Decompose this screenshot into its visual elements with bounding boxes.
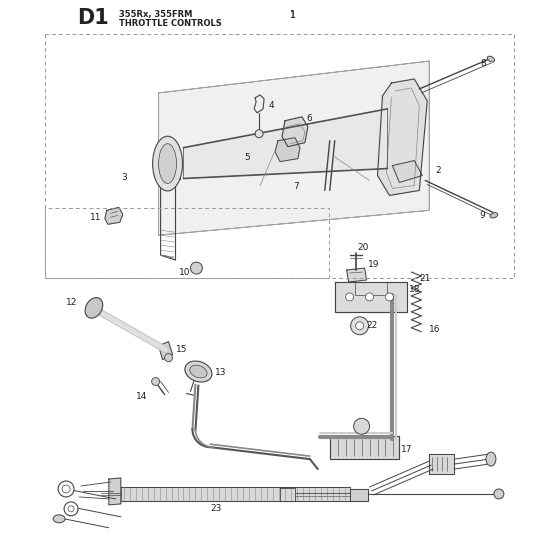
Text: 5: 5 [244, 153, 250, 162]
Polygon shape [158, 61, 430, 235]
Text: 18: 18 [409, 286, 421, 295]
Circle shape [385, 293, 394, 301]
Text: 7: 7 [293, 182, 298, 191]
Text: 13: 13 [216, 368, 227, 377]
Polygon shape [158, 342, 172, 360]
Polygon shape [347, 268, 367, 282]
Circle shape [58, 481, 74, 497]
Text: 3: 3 [121, 173, 127, 182]
Circle shape [366, 293, 374, 301]
Text: 355Rx, 355FRM: 355Rx, 355FRM [119, 10, 192, 19]
Circle shape [64, 502, 78, 516]
Polygon shape [377, 79, 427, 195]
Circle shape [346, 293, 353, 301]
Ellipse shape [487, 56, 494, 62]
Text: 4: 4 [269, 101, 274, 110]
Circle shape [353, 418, 370, 434]
Polygon shape [121, 487, 349, 501]
Polygon shape [275, 138, 300, 162]
Polygon shape [109, 478, 121, 505]
Ellipse shape [486, 452, 496, 466]
Text: 2: 2 [435, 166, 441, 175]
Polygon shape [430, 454, 454, 474]
Text: 15: 15 [175, 345, 187, 354]
Text: 21: 21 [419, 273, 431, 282]
Circle shape [356, 322, 363, 330]
Text: 9: 9 [479, 211, 485, 220]
Polygon shape [280, 488, 295, 501]
Text: 16: 16 [430, 325, 441, 334]
Text: 12: 12 [66, 298, 77, 307]
Circle shape [494, 489, 504, 499]
Text: 19: 19 [367, 260, 379, 269]
Text: 1: 1 [290, 10, 296, 20]
Circle shape [255, 130, 263, 138]
Circle shape [68, 506, 74, 512]
Text: 8: 8 [480, 59, 486, 68]
Text: 10: 10 [179, 268, 190, 277]
Ellipse shape [153, 136, 183, 191]
Ellipse shape [490, 213, 498, 218]
Text: D1: D1 [77, 8, 109, 29]
Text: 14: 14 [136, 392, 147, 401]
Ellipse shape [158, 144, 176, 184]
Text: 6: 6 [307, 114, 312, 123]
Polygon shape [393, 161, 422, 183]
Circle shape [351, 317, 368, 335]
Circle shape [62, 485, 70, 493]
Polygon shape [335, 282, 407, 312]
Polygon shape [282, 117, 308, 147]
Polygon shape [105, 207, 123, 224]
Polygon shape [184, 109, 388, 179]
Polygon shape [330, 436, 399, 459]
Ellipse shape [85, 297, 102, 318]
Text: 22: 22 [367, 321, 378, 330]
Circle shape [152, 377, 160, 385]
Text: 1: 1 [290, 11, 296, 20]
Circle shape [190, 262, 202, 274]
Ellipse shape [53, 515, 65, 523]
Text: 17: 17 [402, 445, 413, 454]
Text: 11: 11 [90, 213, 101, 222]
Text: 20: 20 [358, 242, 369, 251]
Text: 23: 23 [211, 505, 222, 514]
Ellipse shape [190, 365, 207, 378]
Text: THROTTLE CONTROLS: THROTTLE CONTROLS [119, 19, 222, 28]
Polygon shape [349, 489, 367, 501]
Circle shape [165, 353, 172, 362]
Ellipse shape [185, 361, 212, 382]
